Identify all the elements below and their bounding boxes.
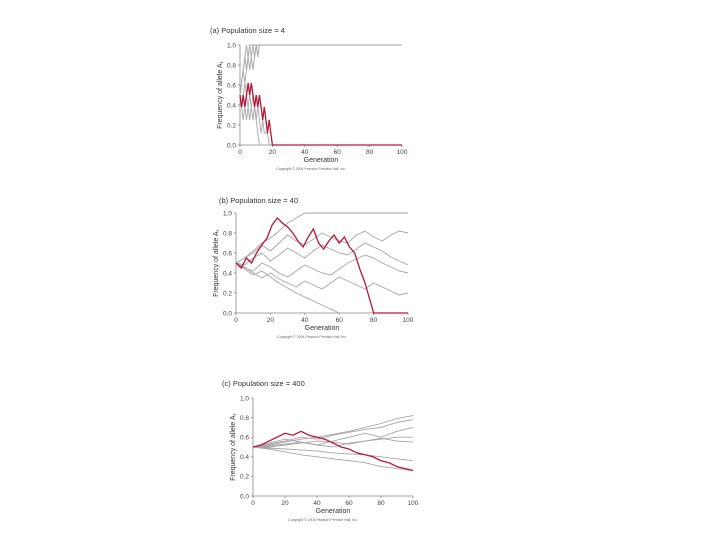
x-tick-label: 60 <box>336 317 344 324</box>
y-tick-label: 0.8 <box>227 62 236 69</box>
chart-title: (a) Population size = 4 <box>210 26 285 35</box>
series-line-5 <box>235 262 409 296</box>
y-tick-label: 0.8 <box>223 230 232 237</box>
series-line-6 <box>252 446 414 462</box>
chart-panel-2: (b) Population size = 40 0.0 0.2 0.4 0.6 0.8 1… <box>213 196 414 339</box>
series-line-3 <box>252 426 414 448</box>
highlight-series-line <box>239 82 402 146</box>
y-tick-label: 0.2 <box>240 474 249 481</box>
x-tick-label: 20 <box>281 500 289 507</box>
series-line-6 <box>235 262 408 314</box>
y-tick-label: 0.0 <box>240 493 249 500</box>
y-tick-label: 0.4 <box>227 102 236 109</box>
y-axis-label: Frequency of allele A₁ <box>213 228 220 296</box>
y-tick-label: 0.0 <box>227 142 236 149</box>
copyright-note: Copyright © 2004 Pearson Prentice Hall, … <box>288 518 358 522</box>
x-tick-label: 40 <box>301 317 309 324</box>
series-line-4 <box>252 436 413 448</box>
y-tick-label: 0.2 <box>223 290 232 297</box>
y-tick-label: 0.0 <box>223 310 232 317</box>
series-line-5 <box>253 437 414 448</box>
x-tick-label: 100 <box>397 149 408 156</box>
series-line-5 <box>239 82 402 146</box>
y-tick-label: 1.0 <box>223 210 232 217</box>
series-line-2 <box>239 44 402 96</box>
chart-title: (b) Population size = 40 <box>219 196 298 205</box>
x-tick-label: 80 <box>377 500 385 507</box>
series-line-4 <box>239 94 402 146</box>
highlight-series-line <box>252 430 414 472</box>
y-tick-label: 0.4 <box>240 454 249 461</box>
highlight-series-line <box>235 217 408 314</box>
x-axis-label: Generation <box>316 508 351 515</box>
copyright-note: Copyright © 2004 Pearson Prentice Hall, … <box>277 335 347 339</box>
y-tick-label: 0.2 <box>227 122 236 129</box>
x-tick-label: 80 <box>370 317 378 324</box>
x-tick-label: 100 <box>403 317 414 324</box>
series-line-2 <box>252 419 414 448</box>
x-tick-label: 60 <box>334 149 342 156</box>
series-line-4 <box>235 254 409 278</box>
y-tick-label: 0.8 <box>240 415 249 422</box>
y-tick-label: 0.6 <box>240 435 249 442</box>
x-tick-label: 80 <box>366 149 374 156</box>
chart-panel-3: (c) Population size = 400 0.0 0.2 0.4 0.6 0.8… <box>222 379 419 522</box>
chart-title: (c) Population size = 400 <box>222 379 305 388</box>
y-tick-label: 0.6 <box>227 82 236 89</box>
x-tick-label: 40 <box>313 500 321 507</box>
y-tick-label: 1.0 <box>227 42 236 49</box>
series-line-3 <box>239 44 402 96</box>
series-line-1 <box>235 212 408 264</box>
y-tick-label: 0.4 <box>223 270 232 277</box>
x-tick-label: 40 <box>301 149 309 156</box>
x-tick-label: 0 <box>251 500 255 507</box>
series-line-3 <box>235 242 409 266</box>
y-tick-label: 1.0 <box>240 395 249 402</box>
x-tick-label: 0 <box>234 317 238 324</box>
chart-panel-1: (a) Population size = 4 0.0 0.2 0.4 0.6 0.8 1.… <box>210 26 408 171</box>
x-tick-label: 20 <box>269 149 277 156</box>
x-axis-label: Generation <box>304 157 339 164</box>
y-tick-label: 0.6 <box>223 250 232 257</box>
series-line-1 <box>252 415 414 448</box>
x-tick-label: 60 <box>345 500 353 507</box>
copyright-note: Copyright © 2004 Pearson Prentice Hall, … <box>276 167 346 171</box>
x-tick-label: 100 <box>408 500 419 507</box>
series-line-2 <box>235 230 409 264</box>
series-line-1 <box>239 44 402 96</box>
x-axis-label: Generation <box>305 325 340 332</box>
x-tick-label: 20 <box>267 317 275 324</box>
y-axis-label: Frequency of allele A₁ <box>230 412 237 480</box>
y-axis-label: Frequency of allele A₁ <box>217 60 224 128</box>
x-tick-label: 0 <box>238 149 242 156</box>
series-line-7 <box>252 446 414 471</box>
